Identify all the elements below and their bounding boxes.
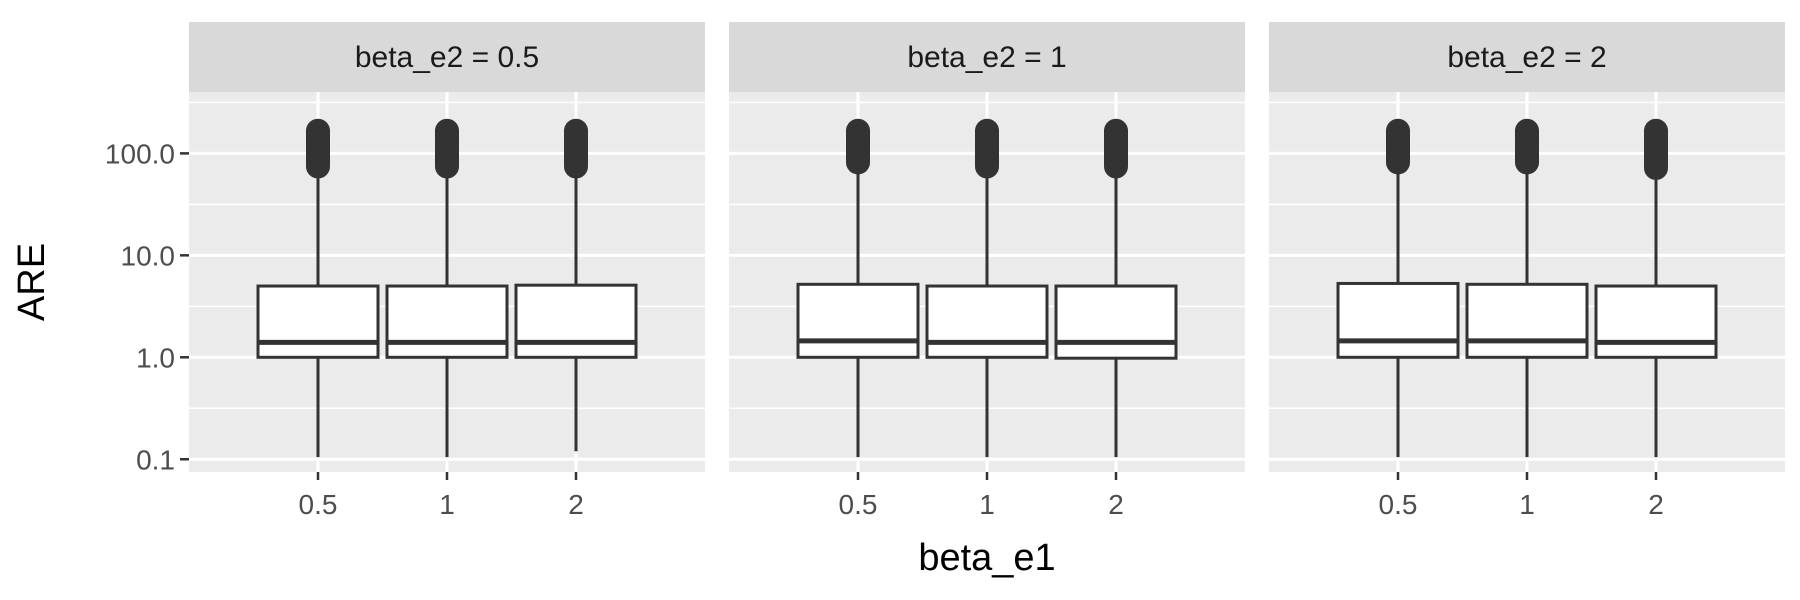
x-tick-label: 1 bbox=[439, 489, 455, 520]
x-tick-label: 1 bbox=[979, 489, 995, 520]
facet-strip-label: beta_e2 = 1 bbox=[907, 41, 1066, 74]
outlier-points bbox=[1515, 118, 1539, 175]
box-iqr bbox=[385, 284, 509, 359]
outlier-points bbox=[1644, 118, 1668, 181]
facet-strip bbox=[189, 22, 705, 92]
box-iqr bbox=[1465, 282, 1589, 359]
box-iqr bbox=[796, 282, 920, 359]
facet-strip-label: beta_e2 = 0.5 bbox=[355, 41, 539, 74]
outlier-points bbox=[564, 118, 588, 179]
y-tick-label: 1.0 bbox=[136, 342, 175, 373]
outlier-points bbox=[1386, 118, 1410, 175]
x-tick-label: 0.5 bbox=[1379, 489, 1418, 520]
y-tick-label: 10.0 bbox=[121, 240, 176, 271]
outlier-points bbox=[1104, 118, 1128, 179]
facet-strip bbox=[1269, 22, 1785, 92]
box-iqr bbox=[1594, 284, 1718, 359]
outlier-points bbox=[846, 118, 870, 175]
x-tick-label: 1 bbox=[1519, 489, 1535, 520]
box-iqr bbox=[256, 284, 380, 359]
outlier-points bbox=[306, 118, 330, 179]
outlier-points bbox=[975, 118, 999, 179]
facet-strip bbox=[729, 22, 1245, 92]
y-tick-label: 0.1 bbox=[136, 444, 175, 475]
x-tick-label: 0.5 bbox=[839, 489, 878, 520]
box-iqr bbox=[1054, 284, 1178, 360]
x-tick-label: 2 bbox=[1648, 489, 1664, 520]
box-iqr bbox=[1336, 281, 1460, 359]
box-iqr bbox=[925, 284, 1049, 359]
y-axis-title: ARE bbox=[11, 243, 53, 321]
outlier-points bbox=[435, 118, 459, 179]
facet-strip-label: beta_e2 = 2 bbox=[1447, 41, 1606, 74]
x-tick-label: 2 bbox=[1108, 489, 1124, 520]
box-iqr bbox=[514, 283, 638, 359]
x-axis-title: beta_e1 bbox=[918, 537, 1055, 579]
x-tick-label: 2 bbox=[568, 489, 584, 520]
y-tick-label: 100.0 bbox=[105, 138, 175, 169]
x-tick-label: 0.5 bbox=[299, 489, 338, 520]
